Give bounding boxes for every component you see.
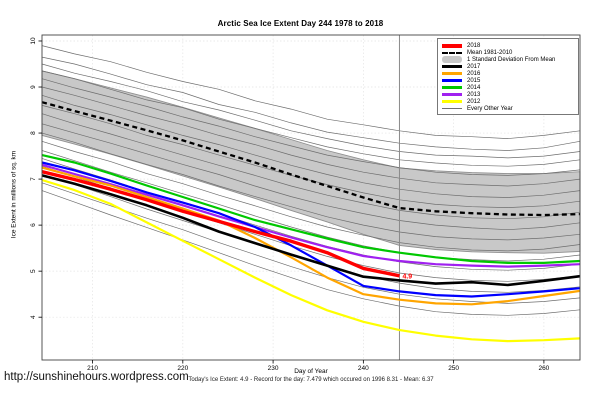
other-year-line bbox=[41, 45, 581, 139]
plot-border bbox=[41, 34, 581, 361]
legend-swatch-thin bbox=[442, 108, 462, 109]
legend-swatch-dashed bbox=[442, 51, 462, 54]
x-tick-label: 230 bbox=[268, 365, 279, 372]
other-year-line bbox=[41, 140, 581, 252]
legend-label: 2016 bbox=[467, 70, 481, 77]
other-year-line bbox=[41, 78, 581, 176]
other-year-line bbox=[41, 113, 581, 220]
legend-item: 2017 bbox=[442, 63, 574, 70]
legend-label: 2015 bbox=[467, 77, 481, 84]
series-2012 bbox=[41, 178, 581, 343]
other-year-line bbox=[41, 63, 581, 159]
other-year-line bbox=[41, 94, 581, 198]
legend-swatch-line bbox=[442, 79, 462, 82]
series-2018 bbox=[41, 170, 400, 278]
x-tick-label: 260 bbox=[538, 365, 549, 372]
legend-swatch-thick bbox=[442, 43, 462, 48]
x-axis-label: Day of Year bbox=[294, 368, 328, 375]
footer-stats: Today's Ice Extent: 4.9 - Record for the… bbox=[188, 377, 434, 383]
other-year-line bbox=[41, 105, 581, 208]
legend-item: Mean 1981-2010 bbox=[442, 49, 574, 56]
other-year-line bbox=[41, 190, 581, 316]
y-tick-label: 8 bbox=[30, 131, 37, 135]
x-tick-label: 220 bbox=[177, 365, 188, 372]
series-2016 bbox=[41, 166, 581, 306]
other-year-line bbox=[41, 70, 581, 167]
other-year-line bbox=[41, 123, 581, 231]
legend-item: 2018 bbox=[442, 42, 574, 49]
mean-line bbox=[41, 101, 581, 217]
series-2017 bbox=[41, 174, 581, 287]
legend-swatch-line bbox=[442, 72, 462, 75]
legend-label: Mean 1981-2010 bbox=[467, 49, 513, 56]
legend-label: 2013 bbox=[467, 91, 481, 98]
x-tick-label: 250 bbox=[448, 365, 459, 372]
legend-label: 2012 bbox=[467, 98, 481, 105]
legend-swatch-line bbox=[442, 65, 462, 68]
y-axis-label: Ice Extent in millions of sq. km bbox=[10, 150, 18, 239]
legend-swatch-line bbox=[442, 100, 462, 103]
legend-item: 2016 bbox=[442, 70, 574, 77]
series-2015 bbox=[41, 161, 581, 298]
y-tick-label: 5 bbox=[30, 269, 37, 273]
legend-label: 2014 bbox=[467, 84, 481, 91]
legend-label: 1 Standard Deviation From Mean bbox=[467, 56, 556, 63]
other-year-line bbox=[41, 132, 581, 241]
series-2014 bbox=[41, 154, 581, 264]
x-tick-label: 240 bbox=[358, 365, 369, 372]
legend-label: 2018 bbox=[467, 42, 481, 49]
other-year-line bbox=[41, 150, 581, 262]
series-2013 bbox=[41, 163, 581, 268]
other-year-line bbox=[41, 86, 581, 187]
legend-item: 2015 bbox=[442, 77, 574, 84]
legend-swatch-line bbox=[442, 93, 462, 96]
legend-label: Every Other Year bbox=[467, 105, 513, 112]
chart-title: Arctic Sea Ice Extent Day 244 1978 to 20… bbox=[217, 19, 384, 28]
legend: 2018 Mean 1981-2010 1 Standard Deviation F… bbox=[437, 38, 579, 115]
y-tick-label: 7 bbox=[30, 177, 37, 181]
legend-item: Every Other Year bbox=[442, 105, 574, 112]
y-tick-label: 9 bbox=[30, 85, 37, 89]
legend-item: 2014 bbox=[442, 84, 574, 91]
legend-item: 2012 bbox=[442, 98, 574, 105]
other-year-line bbox=[41, 56, 581, 151]
legend-swatch-line bbox=[442, 86, 462, 89]
legend-label: 2017 bbox=[467, 63, 481, 70]
legend-item: 1 Standard Deviation From Mean bbox=[442, 56, 574, 63]
y-tick-label: 4 bbox=[30, 315, 37, 319]
legend-swatch-band bbox=[442, 56, 462, 63]
x-tick-label: 210 bbox=[87, 365, 98, 372]
y-tick-label: 10 bbox=[30, 37, 37, 45]
legend-item: 2013 bbox=[442, 91, 574, 98]
y-tick-label: 6 bbox=[30, 223, 37, 227]
footer-url: http://sunshinehours.wordpress.com bbox=[4, 371, 189, 383]
current-value-label: 4.9 bbox=[402, 273, 412, 280]
